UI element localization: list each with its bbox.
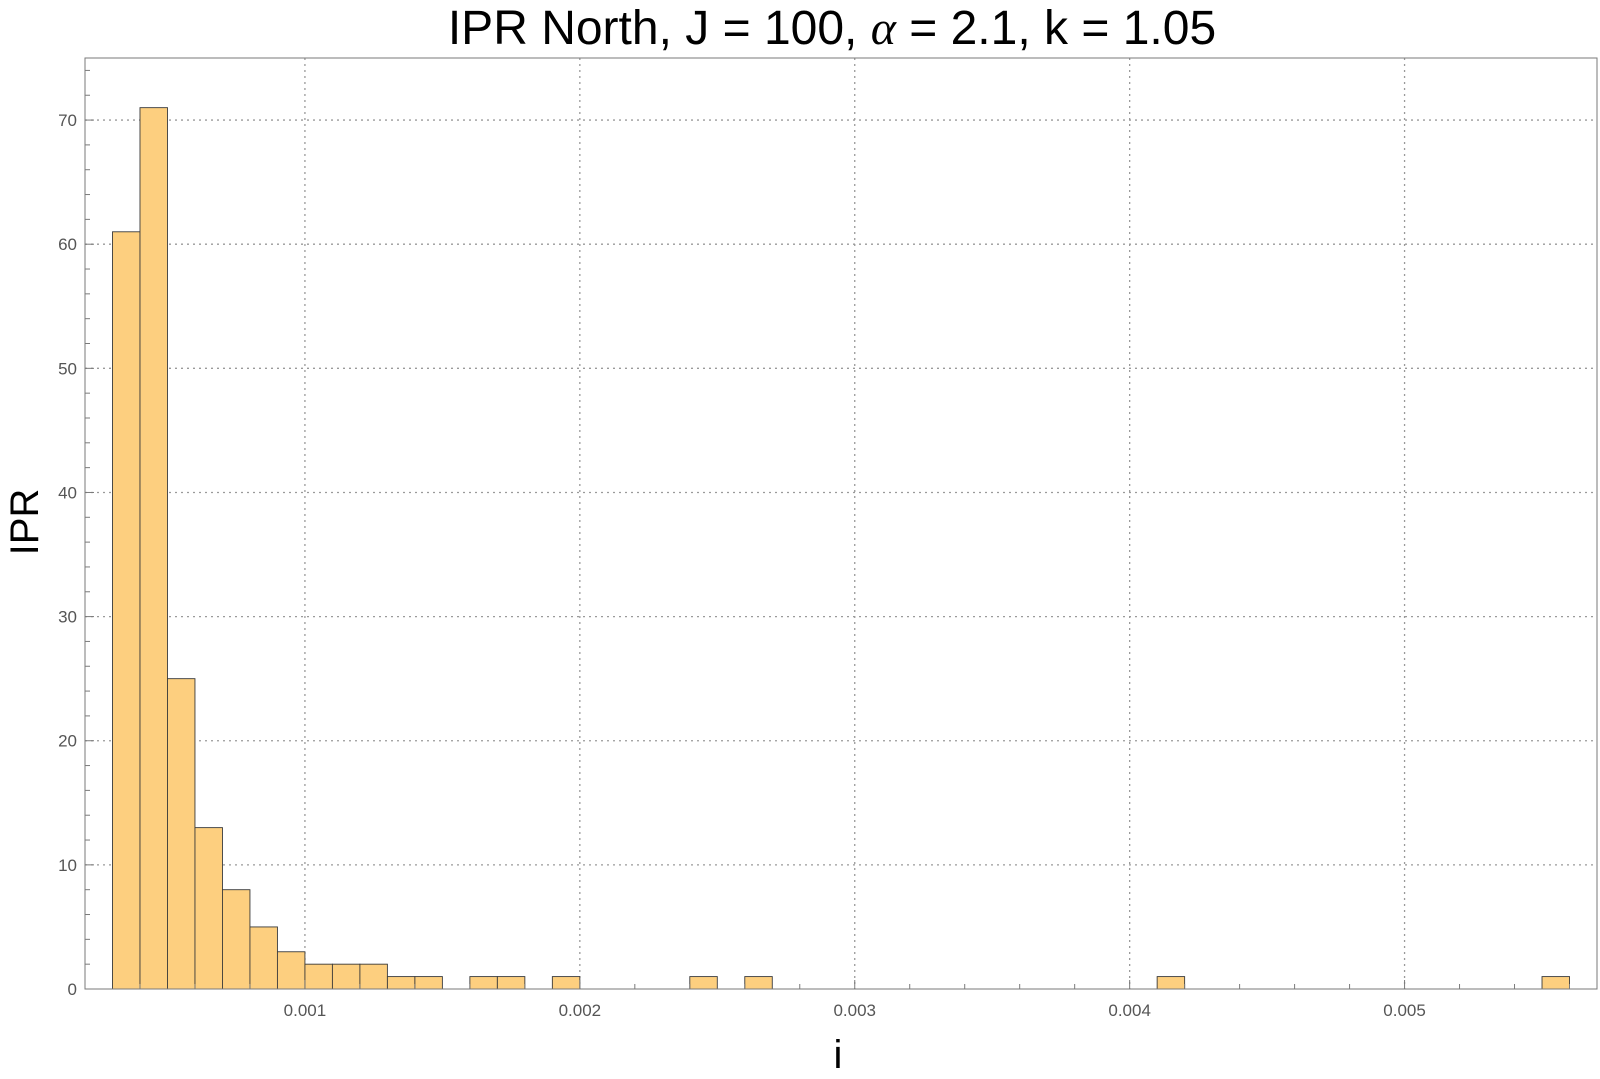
histogram-bar	[469, 976, 498, 990]
y-tick-label: 60	[58, 235, 77, 254]
histogram-bar	[222, 889, 251, 990]
histogram-bar	[744, 976, 773, 990]
histogram-bar	[249, 926, 278, 990]
y-tick-label: 70	[58, 111, 77, 130]
x-tick-label: 0.001	[284, 1001, 327, 1020]
histogram-bar	[1156, 976, 1186, 990]
histogram-bar	[331, 963, 361, 990]
histogram-bar	[1541, 976, 1570, 990]
tick-labels: 0.001 0.002 0.003 0.004 0.005 0 10 20 30 40 50 60 70	[58, 111, 1426, 1020]
histogram-bar	[689, 976, 718, 990]
chart-title: IPR North, J = 100, α = 2.1, k = 1.05	[448, 2, 1216, 55]
x-tick-label: 0.005	[1383, 1001, 1426, 1020]
histogram-bar	[139, 107, 168, 990]
axis-ticks	[84, 69, 1571, 990]
histogram-bar	[414, 976, 443, 990]
y-tick-label: 40	[58, 483, 77, 502]
histogram-bar	[551, 976, 581, 990]
x-axis-label: i	[834, 1033, 843, 1077]
y-tick-label: 30	[58, 608, 77, 627]
y-tick-label: 0	[68, 980, 77, 999]
x-tick-label: 0.002	[559, 1001, 602, 1020]
histogram-bar	[194, 827, 223, 990]
histogram-bar	[386, 976, 416, 990]
x-tick-label: 0.004	[1108, 1001, 1151, 1020]
histogram-bar	[167, 678, 196, 990]
y-tick-label: 20	[58, 732, 77, 751]
grid-lines	[85, 58, 1597, 989]
x-tick-label: 0.003	[833, 1001, 876, 1020]
histogram-bar	[112, 231, 141, 990]
y-tick-label: 50	[58, 359, 77, 378]
histogram-bar	[276, 951, 306, 990]
plot-frame	[84, 57, 1598, 990]
histogram-bar	[359, 963, 388, 990]
y-tick-label: 10	[58, 856, 77, 875]
histogram-bar	[496, 976, 526, 990]
histogram-bars	[112, 107, 1570, 990]
histogram-bar	[304, 963, 333, 990]
y-axis-label: IPR	[3, 489, 47, 556]
